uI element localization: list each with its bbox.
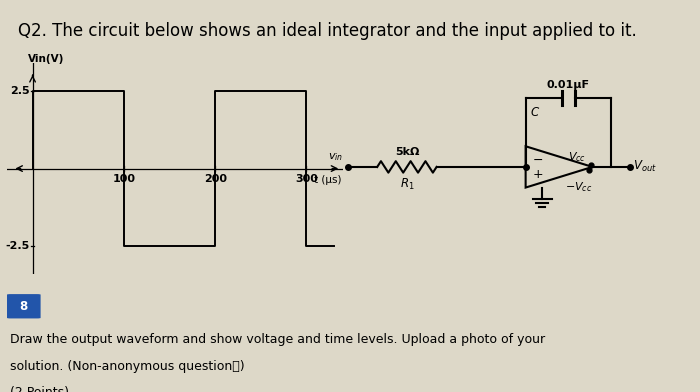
Text: $v_{in}$: $v_{in}$ [328,152,343,163]
Text: 300: 300 [295,174,318,184]
Text: $-$: $-$ [532,153,543,166]
Text: Draw the output waveform and show voltage and time levels. Upload a photo of you: Draw the output waveform and show voltag… [10,333,545,346]
FancyBboxPatch shape [7,294,41,318]
Text: 2.5: 2.5 [10,86,30,96]
Text: 0.01μF: 0.01μF [547,80,590,90]
Text: $V_{cc}$: $V_{cc}$ [568,150,587,163]
Text: t (μs): t (μs) [314,175,342,185]
Text: (2 Points): (2 Points) [10,386,69,392]
Text: $+$: $+$ [532,168,543,181]
Text: 200: 200 [204,174,227,184]
Text: solution. (Non-anonymous questionⓘ): solution. (Non-anonymous questionⓘ) [10,360,245,373]
Polygon shape [526,146,592,187]
Text: $-V_{cc}$: $-V_{cc}$ [565,181,592,194]
Text: -2.5: -2.5 [6,241,30,251]
Text: C: C [530,106,538,119]
Text: $V_{out}$: $V_{out}$ [634,160,657,174]
Text: 100: 100 [113,174,135,184]
Text: $R_1$: $R_1$ [400,176,414,192]
Text: 5kΩ: 5kΩ [395,147,419,156]
Text: 8: 8 [20,300,28,313]
Text: Q2. The circuit below shows an ideal integrator and the input applied to it.: Q2. The circuit below shows an ideal int… [18,22,636,40]
Text: Vin(V): Vin(V) [28,54,64,64]
